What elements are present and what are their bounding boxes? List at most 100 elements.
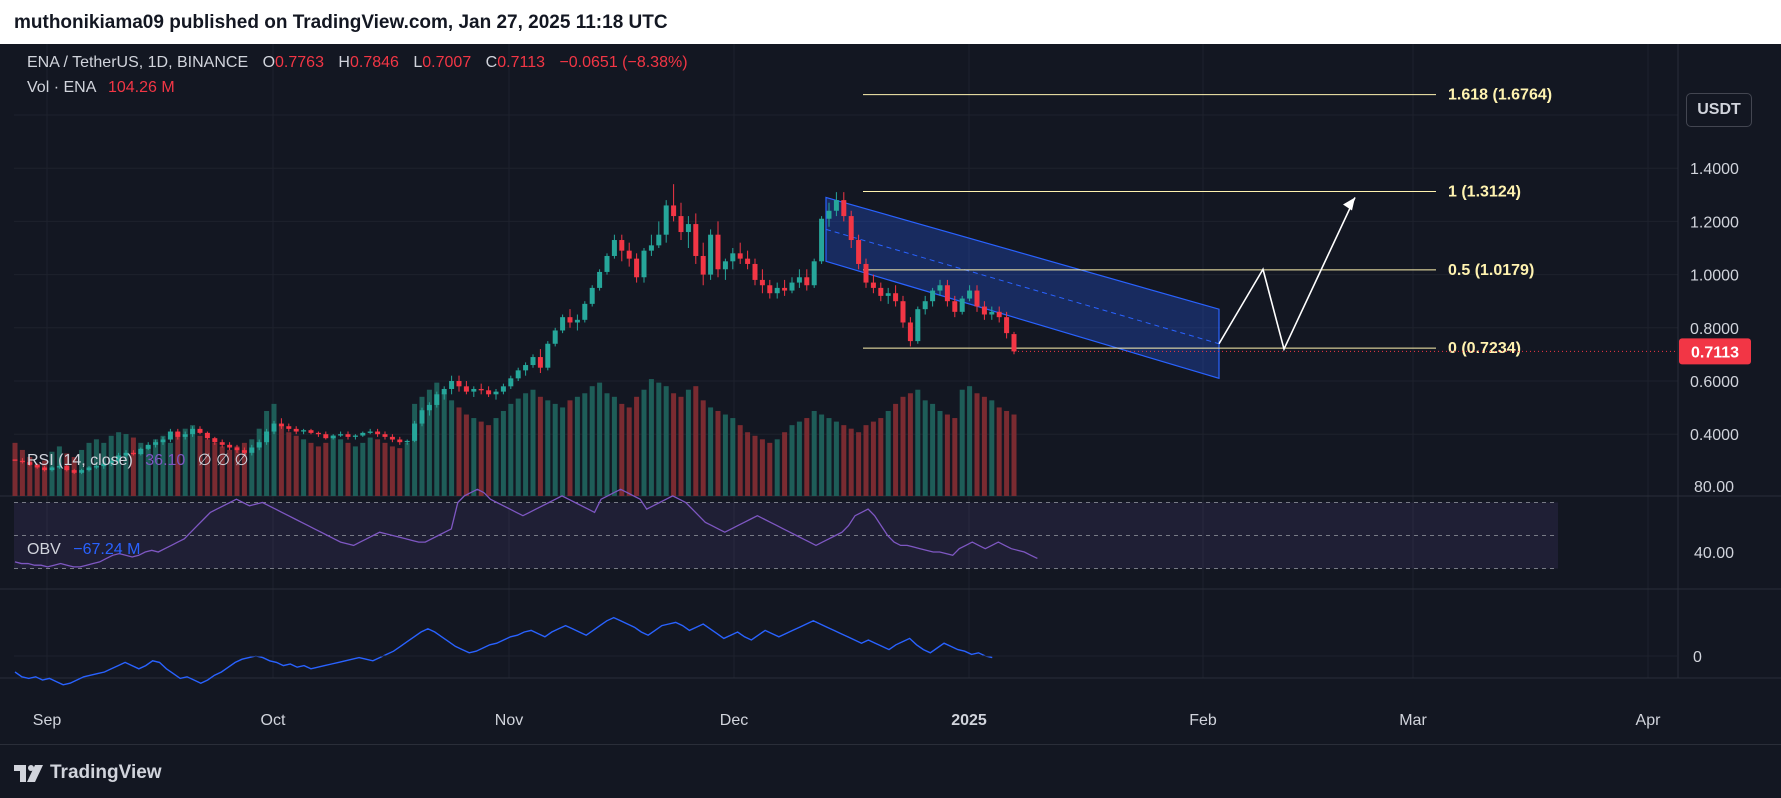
candle-body: [626, 250, 632, 259]
volume-bar: [574, 396, 580, 496]
volume-bar: [685, 389, 691, 496]
rsi-axis-label: 40.00: [1694, 545, 1734, 562]
volume-bar: [419, 396, 425, 496]
volume-bar: [234, 446, 240, 496]
candle-body: [722, 261, 728, 270]
volume-bar: [804, 418, 810, 496]
descending-channel: [825, 196, 1220, 380]
obv-legend: OBV −67.24 M: [27, 541, 140, 559]
volume-bar: [367, 437, 373, 496]
candle-body: [774, 287, 780, 294]
volume-bar: [486, 425, 492, 496]
close-label: C: [485, 54, 498, 71]
volume-bar: [737, 425, 743, 496]
time-axis-label: Apr: [1636, 712, 1662, 729]
fib-level-label: 0.5 (1.0179): [1448, 262, 1534, 279]
rsi-title[interactable]: RSI (14, close): [27, 452, 133, 469]
volume-bar: [352, 446, 358, 496]
volume-bar: [560, 407, 566, 496]
volume-bar: [663, 386, 669, 496]
change-value: −0.0651 (−8.38%): [559, 54, 688, 71]
volume-bar: [833, 421, 839, 496]
obv-title[interactable]: OBV: [27, 541, 61, 558]
candle-body: [967, 290, 973, 299]
candle-body: [382, 434, 388, 437]
candle-body: [634, 258, 640, 278]
candle-body: [352, 435, 358, 437]
volume-bar: [907, 393, 913, 496]
volume-bar: [130, 437, 136, 496]
volume-bar: [981, 396, 987, 496]
candle-body: [989, 311, 995, 315]
fib-level-label: 0 (0.7234): [1448, 340, 1521, 357]
candle-body: [574, 319, 580, 323]
last-price-label: 0.7113: [1691, 344, 1739, 361]
rsi-line: [14, 488, 1038, 568]
candle-body: [286, 426, 292, 429]
volume-bar: [160, 435, 166, 496]
volume-label[interactable]: Vol · ENA: [27, 79, 96, 96]
volume-bar: [767, 442, 773, 496]
volume-bar: [589, 386, 595, 496]
candle-body: [782, 287, 788, 291]
tradingview-logo[interactable]: TradingView: [14, 762, 162, 784]
candle-body: [278, 423, 284, 427]
candle-body: [27, 462, 33, 465]
candle-body: [671, 205, 677, 217]
volume-bar: [796, 421, 802, 496]
candle-body: [863, 263, 869, 283]
volume-bar: [71, 457, 77, 496]
candle-body: [182, 434, 188, 437]
volume-bar: [597, 382, 603, 496]
candle-body: [64, 466, 70, 471]
candle-body: [308, 430, 314, 433]
candle-body: [123, 452, 129, 456]
chart-area[interactable]: 1.618 (1.6764) 1 (1.3124) 0.5 (1.0179) 0 (0…: [0, 44, 1781, 744]
candle-body: [234, 447, 240, 451]
candle-body: [530, 357, 536, 366]
volume-bar: [375, 439, 381, 496]
time-axis-label: Sep: [33, 712, 62, 729]
candle-body: [922, 301, 928, 310]
volume-bar: [700, 400, 706, 496]
volume-bar: [278, 425, 284, 496]
volume-bar: [996, 407, 1002, 496]
candle-body: [685, 224, 691, 233]
candle-body: [848, 216, 854, 241]
rsi-axis-label: 80.00: [1694, 479, 1734, 496]
currency-button[interactable]: USDT: [1686, 93, 1752, 127]
volume-bar: [900, 396, 906, 496]
chart-svg[interactable]: 1.618 (1.6764) 1 (1.3124) 0.5 (1.0179) 0 (0…: [0, 44, 1781, 744]
price-axis-label: 0.8000: [1690, 321, 1739, 338]
candle-body: [375, 431, 381, 435]
candle-body: [885, 293, 891, 296]
candle-body: [12, 459, 18, 461]
candle-body: [500, 386, 506, 392]
volume-bar: [167, 442, 173, 496]
volume-bar: [500, 410, 506, 496]
candle-body: [523, 365, 529, 371]
candle-body: [56, 466, 62, 468]
volume-bar: [404, 442, 410, 496]
candle-body: [323, 434, 329, 439]
candle-body: [567, 317, 573, 323]
candle-body: [412, 423, 418, 441]
volume-legend: Vol · ENA 104.26 M: [27, 79, 175, 97]
volume-bar: [56, 446, 62, 496]
candle-body: [456, 381, 462, 387]
tradingview-brand: TradingView: [50, 762, 162, 783]
volume-bar: [811, 410, 817, 496]
time-axis-label: Dec: [720, 712, 748, 729]
fib-level-label: 1.618 (1.6764): [1448, 87, 1552, 104]
volume-bar: [478, 421, 484, 496]
symbol-title[interactable]: ENA / TetherUS, 1D, BINANCE: [27, 54, 249, 71]
volume-bar: [42, 460, 48, 496]
candle-body: [537, 357, 543, 368]
volume-bar: [671, 393, 677, 496]
low-label: L: [413, 54, 423, 71]
volume-bar: [722, 414, 728, 496]
candle-body: [745, 258, 751, 264]
candle-body: [404, 440, 410, 443]
candle-body: [197, 428, 203, 433]
candle-body: [582, 303, 588, 320]
